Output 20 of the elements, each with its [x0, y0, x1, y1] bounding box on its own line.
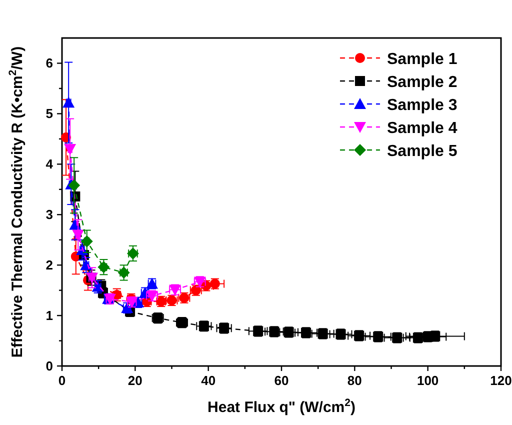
y-tick-label: 5: [46, 106, 53, 122]
y-tick-label: 1: [46, 308, 53, 324]
y-tick-label: 2: [46, 258, 53, 273]
x-tick-label: 80: [347, 373, 362, 388]
x-tick-label: 0: [58, 373, 66, 388]
y-tick-label: 4: [46, 156, 54, 172]
x-axis-title: Heat Flux q" (W/cm$^{2}$): [208, 397, 356, 416]
y-tick-label: 3: [46, 207, 53, 222]
legend-label: Sample 5: [387, 143, 458, 160]
legend-label: Sample 1: [387, 51, 458, 68]
y-tick-label: 0: [46, 358, 53, 374]
x-tick-label: 100: [416, 373, 439, 388]
y-tick-label: 6: [46, 56, 53, 71]
x-tick-label: 20: [128, 373, 142, 388]
legend-label: Sample 3: [387, 97, 458, 114]
legend-label: Sample 2: [387, 74, 458, 91]
legend-label: Sample 4: [387, 120, 458, 137]
x-tick-label: 40: [201, 373, 216, 388]
x-tick-label: 60: [274, 373, 289, 388]
x-tick-label: 120: [490, 373, 512, 388]
